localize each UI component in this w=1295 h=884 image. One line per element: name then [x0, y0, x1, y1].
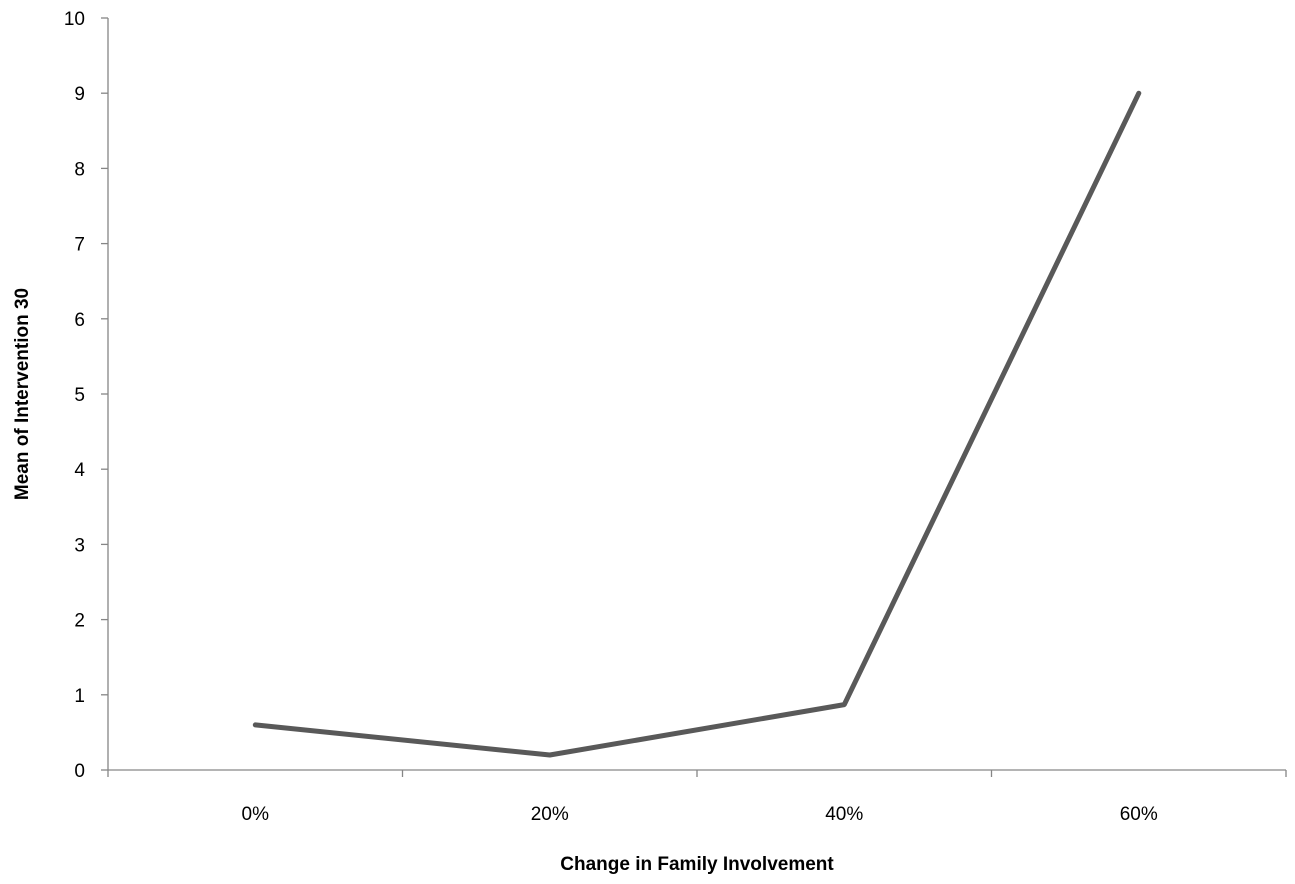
y-tick-label: 1 [74, 686, 85, 707]
y-tick-label: 5 [74, 385, 85, 406]
x-tick-label: 60% [1120, 804, 1158, 825]
x-axis: 0% 20% 40% 60% [107, 769, 1287, 825]
y-tick-label: 10 [64, 9, 85, 30]
y-tick-label: 7 [74, 235, 85, 256]
y-tick-label: 2 [74, 611, 85, 632]
series-group [252, 90, 1142, 758]
x-tick-label: 0% [242, 804, 270, 825]
x-axis-title: Change in Family Involvement [560, 854, 834, 875]
x-tick-label: 20% [531, 804, 569, 825]
y-tick-label: 9 [74, 84, 85, 105]
y-tick-label: 0 [74, 761, 85, 782]
y-axis-title: Mean of Intervention 30 [12, 288, 33, 500]
series-line-0 [252, 90, 1142, 758]
y-tick-label: 6 [74, 310, 85, 331]
y-tick-label: 4 [74, 460, 85, 481]
y-axis: 0 1 2 3 4 5 6 7 8 9 10 [64, 9, 109, 782]
x-tick-label: 40% [825, 804, 863, 825]
y-tick-label: 3 [74, 535, 85, 556]
y-tick-label: 8 [74, 159, 85, 180]
